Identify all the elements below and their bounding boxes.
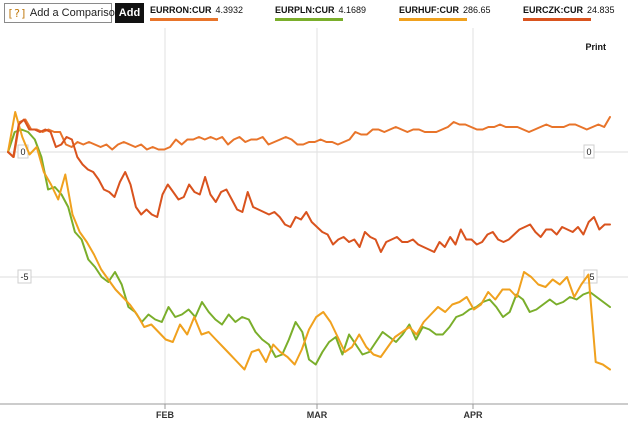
series-line-eurron <box>7 116 611 158</box>
x-tick-label: FEB <box>156 410 175 420</box>
x-tick-label: MAR <box>307 410 328 420</box>
legend-swatch-eurczk <box>523 18 591 21</box>
print-button[interactable]: Print <box>585 42 606 52</box>
legend-symbol: EURPLN:CUR <box>275 5 335 15</box>
y-tick-label-right: 0 <box>586 147 591 157</box>
legend-symbol: EURHUF:CUR <box>399 5 459 15</box>
toolbar: [?] Add a Comparison Add EURRON:CUR 4.393… <box>0 0 628 28</box>
y-tick-label-right: -5 <box>586 272 594 282</box>
legend-swatch-eurhuf <box>399 18 467 21</box>
legend-symbol: EURRON:CUR <box>150 5 212 15</box>
legend-item-eurron[interactable]: EURRON:CUR 4.3932 <box>150 5 243 15</box>
legend-value: 286.65 <box>463 5 491 15</box>
legend-value: 4.3932 <box>215 5 244 15</box>
legend-value: 24.835 <box>587 5 615 15</box>
add-comparison-field[interactable]: [?] Add a Comparison <box>4 3 121 23</box>
help-icon[interactable]: [?] <box>7 6 27 20</box>
y-tick-box <box>583 144 595 159</box>
y-tick-box <box>583 269 598 284</box>
legend-item-eurpln[interactable]: EURPLN:CUR 4.1689 <box>275 5 366 15</box>
add-button[interactable]: Add <box>115 3 144 23</box>
x-tick-label: APR <box>463 410 483 420</box>
legend-swatch-eurpln <box>275 18 343 21</box>
legend-swatch-eurron <box>150 18 218 21</box>
legend-item-eurczk[interactable]: EURCZK:CUR 24.835 <box>523 5 615 15</box>
series-line-eurhuf <box>7 111 611 371</box>
series-line-eurpln <box>7 128 611 366</box>
series-line-eurczk <box>7 118 611 253</box>
legend-item-eurhuf[interactable]: EURHUF:CUR 286.65 <box>399 5 491 15</box>
y-tick-label-left: 0 <box>20 147 25 157</box>
line-chart: FEB MAR APR 0 0 -5 -5 <box>0 28 628 420</box>
y-tick-box <box>17 269 32 284</box>
y-tick-label-left: -5 <box>20 272 28 282</box>
legend-value: 4.1689 <box>338 5 367 15</box>
legend-symbol: EURCZK:CUR <box>523 5 583 15</box>
add-comparison-input[interactable]: Add a Comparison <box>29 7 121 19</box>
